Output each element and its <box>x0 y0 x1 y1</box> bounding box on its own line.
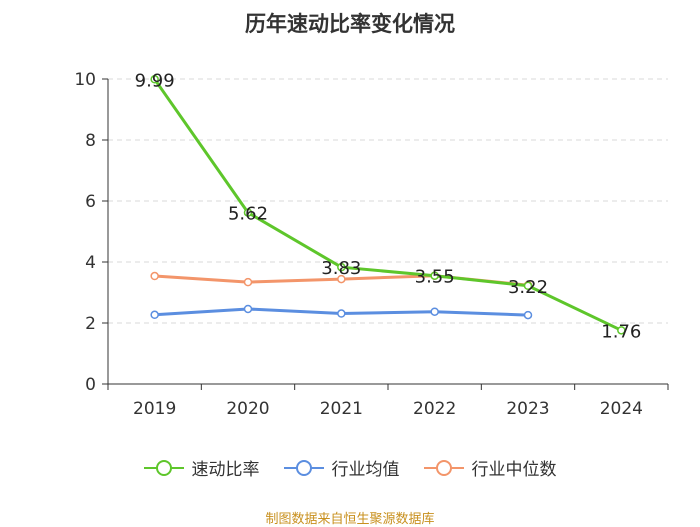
legend-item[interactable]: 行业中位数 <box>423 455 557 480</box>
y-tick-label: 0 <box>85 375 96 395</box>
data-label: 3.83 <box>321 258 361 279</box>
y-tick-label: 8 <box>85 131 96 151</box>
data-labels: 9.99 5.62 3.83 3.55 3.22 1.76 <box>135 70 642 342</box>
legend-item[interactable]: 行业均值 <box>283 455 400 480</box>
x-tick-label: 2020 <box>226 399 269 419</box>
data-label: 3.55 <box>415 267 455 288</box>
data-point <box>617 326 626 335</box>
data-label: 5.62 <box>228 204 268 225</box>
data-point <box>243 304 253 314</box>
data-point <box>430 271 439 280</box>
data-point <box>150 75 159 84</box>
y-tick-label: 10 <box>74 70 96 90</box>
x-tick-label: 2019 <box>133 399 176 419</box>
data-label: 3.22 <box>508 277 548 298</box>
legend-label: 行业均值 <box>331 460 400 480</box>
data-point <box>430 307 439 316</box>
axes: 0 2 4 6 8 10 2019 2020 2021 2022 2023 2024 <box>74 70 669 419</box>
legend-marker-icon <box>143 459 184 476</box>
y-tick-label: 4 <box>85 253 96 273</box>
data-point <box>523 310 533 320</box>
x-tick-label: 2024 <box>600 399 643 419</box>
data-point <box>243 277 253 287</box>
data-point <box>337 274 346 284</box>
grid-lines <box>108 78 668 324</box>
data-label: 9.99 <box>135 70 175 91</box>
legend-label: 行业中位数 <box>471 460 557 480</box>
x-tick-label: 2022 <box>413 399 456 419</box>
data-point <box>337 309 346 318</box>
series-line <box>153 78 622 332</box>
series-lines <box>150 75 626 335</box>
y-tick-label: 2 <box>85 314 96 334</box>
source-note: 制图数据来自恒生聚源数据库 <box>265 512 435 527</box>
data-label: 1.76 <box>601 321 641 342</box>
legend-marker-icon <box>423 459 464 476</box>
legend: 速动比率 行业均值 行业中位数 <box>0 455 700 480</box>
data-point <box>150 310 159 320</box>
y-tick-label: 6 <box>85 192 96 212</box>
legend-marker-icon <box>283 459 324 476</box>
data-point <box>243 208 253 217</box>
x-tick-label: 2021 <box>320 399 363 419</box>
data-point <box>523 281 533 291</box>
legend-item[interactable]: 速动比率 <box>143 455 260 480</box>
data-point <box>337 262 346 272</box>
chart-title: 历年速动比率变化情况 <box>245 12 455 36</box>
legend-label: 速动比率 <box>191 460 260 480</box>
x-tick-label: 2023 <box>506 399 549 419</box>
data-point <box>150 271 159 281</box>
